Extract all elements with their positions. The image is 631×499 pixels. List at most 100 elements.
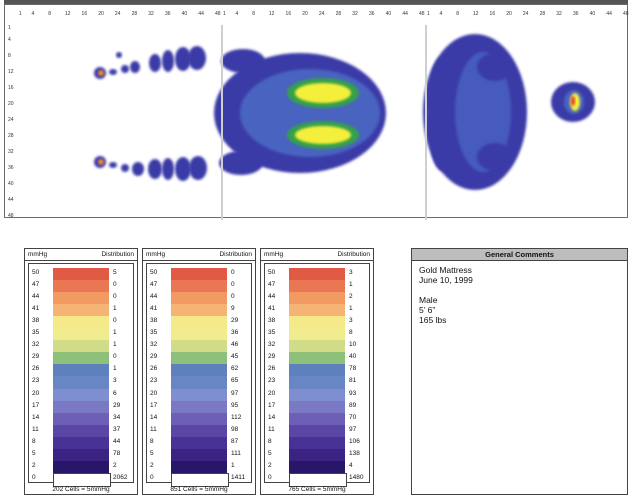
legend-header: mmHg Distribution — [25, 249, 137, 261]
color-swatch — [171, 460, 227, 474]
torso-pressure-area — [455, 52, 511, 172]
distribution-value: 62 — [231, 365, 239, 373]
color-swatch — [53, 340, 109, 353]
distribution-value: 1 — [113, 365, 117, 373]
y-tick-label: 1 — [8, 25, 11, 31]
distribution-value: 89 — [349, 401, 357, 409]
color-swatch — [171, 328, 227, 341]
distribution-value: 0 — [231, 293, 235, 301]
legend-scale: 50 0 47 0 44 0 41 9 38 29 35 36 32 46 29 45 26 62 23 65 20 97… — [146, 263, 252, 488]
color-swatch — [289, 268, 345, 281]
pressure-value: 8 — [268, 437, 272, 445]
x-tick-label: 48 — [623, 11, 629, 17]
distribution-value: 36 — [231, 329, 239, 337]
pressure-value: 50 — [32, 269, 40, 276]
pressure-value: 29 — [150, 353, 158, 361]
pressure-value: 20 — [150, 389, 158, 397]
legend-scale: 50 5 47 0 44 0 41 1 38 0 35 1 32 1 29 0 26 1 23 3 20 6 17 29 14 3… — [28, 263, 134, 488]
color-swatch — [53, 352, 109, 365]
y-tick-label: 16 — [8, 85, 14, 91]
distribution-label: Distribution — [337, 251, 370, 258]
x-tick-label: 24 — [522, 11, 529, 17]
x-tick-label: 32 — [148, 11, 154, 17]
comment-line: 5’ 6” — [419, 305, 436, 315]
shoulder-pressure-area — [477, 53, 513, 81]
color-swatch — [289, 400, 345, 414]
distribution-value: 29 — [231, 317, 239, 325]
distribution-value: 65 — [231, 377, 239, 385]
distribution-value: 44 — [113, 437, 121, 445]
calf-pressure-area — [109, 69, 117, 75]
distribution-value: 111 — [231, 449, 241, 457]
pressure-value: 26 — [268, 365, 276, 373]
color-swatch — [171, 400, 227, 414]
distribution-value: 0 — [113, 293, 117, 301]
pressure-value: 23 — [268, 377, 276, 385]
legend-header: mmHg Distribution — [143, 249, 255, 261]
color-swatch — [171, 448, 227, 462]
y-tick-label: 8 — [8, 53, 11, 59]
torso-pressure-area — [431, 57, 455, 109]
distribution-value: 0 — [231, 269, 235, 276]
distribution-value: 37 — [113, 425, 121, 433]
distribution-value: 70 — [349, 413, 357, 421]
pressure-value: 44 — [32, 293, 40, 301]
color-swatch — [289, 304, 345, 317]
distribution-value: 78 — [113, 449, 121, 457]
x-tick-label: 44 — [606, 11, 612, 17]
color-swatch — [53, 448, 109, 462]
legend-panel: mmHg Distribution 50 5 47 0 44 0 41 1 38 0 35 1 32 1 29 0… — [24, 248, 138, 495]
pressure-value: 35 — [150, 329, 158, 337]
pressure-value: 0 — [32, 473, 36, 481]
color-swatch — [53, 304, 109, 317]
distribution-value: 81 — [349, 377, 357, 385]
color-swatch — [289, 352, 345, 365]
buttock-peak-area — [295, 83, 351, 103]
color-swatch — [171, 292, 227, 305]
x-tick-label: 8 — [456, 11, 459, 17]
pressure-value: 41 — [268, 305, 276, 313]
x-tick-label: 28 — [539, 11, 546, 17]
pressure-value: 26 — [32, 365, 40, 373]
color-swatch — [289, 340, 345, 353]
pressure-value: 2 — [268, 461, 272, 469]
color-swatch — [171, 364, 227, 377]
color-swatch — [53, 292, 109, 305]
color-swatch — [53, 436, 109, 450]
x-tick-label: 12 — [64, 11, 71, 17]
calf-pressure-area — [121, 65, 129, 73]
x-tick-label: 40 — [385, 11, 392, 17]
distribution-value: 8 — [349, 329, 353, 337]
x-tick-label: 40 — [181, 11, 188, 17]
calf-pressure-area — [121, 164, 129, 172]
legend-footer: 202 Cells = 5mmHg — [52, 486, 110, 493]
distribution-value: 2 — [113, 461, 117, 469]
pressure-value: 50 — [268, 269, 276, 276]
x-tick-label: 36 — [368, 11, 375, 17]
color-swatch — [289, 460, 345, 474]
pressure-map-image — [94, 34, 595, 190]
y-tick-label: 20 — [8, 101, 14, 107]
color-swatch — [53, 412, 109, 426]
x-tick-label: 20 — [302, 11, 308, 17]
distribution-value: 98 — [231, 425, 239, 433]
comment-line: Male — [419, 295, 438, 305]
color-swatch — [289, 328, 345, 341]
distribution-label: Distribution — [219, 251, 252, 258]
distribution-label: Distribution — [101, 251, 134, 258]
head-peak-area — [571, 96, 575, 106]
distribution-value: 45 — [231, 353, 239, 361]
y-tick-label: 36 — [8, 165, 14, 171]
distribution-value: 4 — [349, 461, 353, 469]
x-tick-label: 48 — [419, 11, 425, 17]
color-swatch — [171, 268, 227, 281]
pressure-value: 41 — [150, 305, 158, 313]
pressure-value: 20 — [32, 389, 40, 397]
color-swatch — [53, 400, 109, 414]
pressure-value: 50 — [150, 269, 158, 276]
legend-footer: 851 Cells = 5mmHg — [170, 486, 228, 493]
distribution-value: 6 — [113, 389, 117, 397]
calf-pressure-area — [175, 157, 191, 181]
heel-peak-area — [98, 159, 104, 165]
x-tick-label: 24 — [114, 11, 121, 17]
